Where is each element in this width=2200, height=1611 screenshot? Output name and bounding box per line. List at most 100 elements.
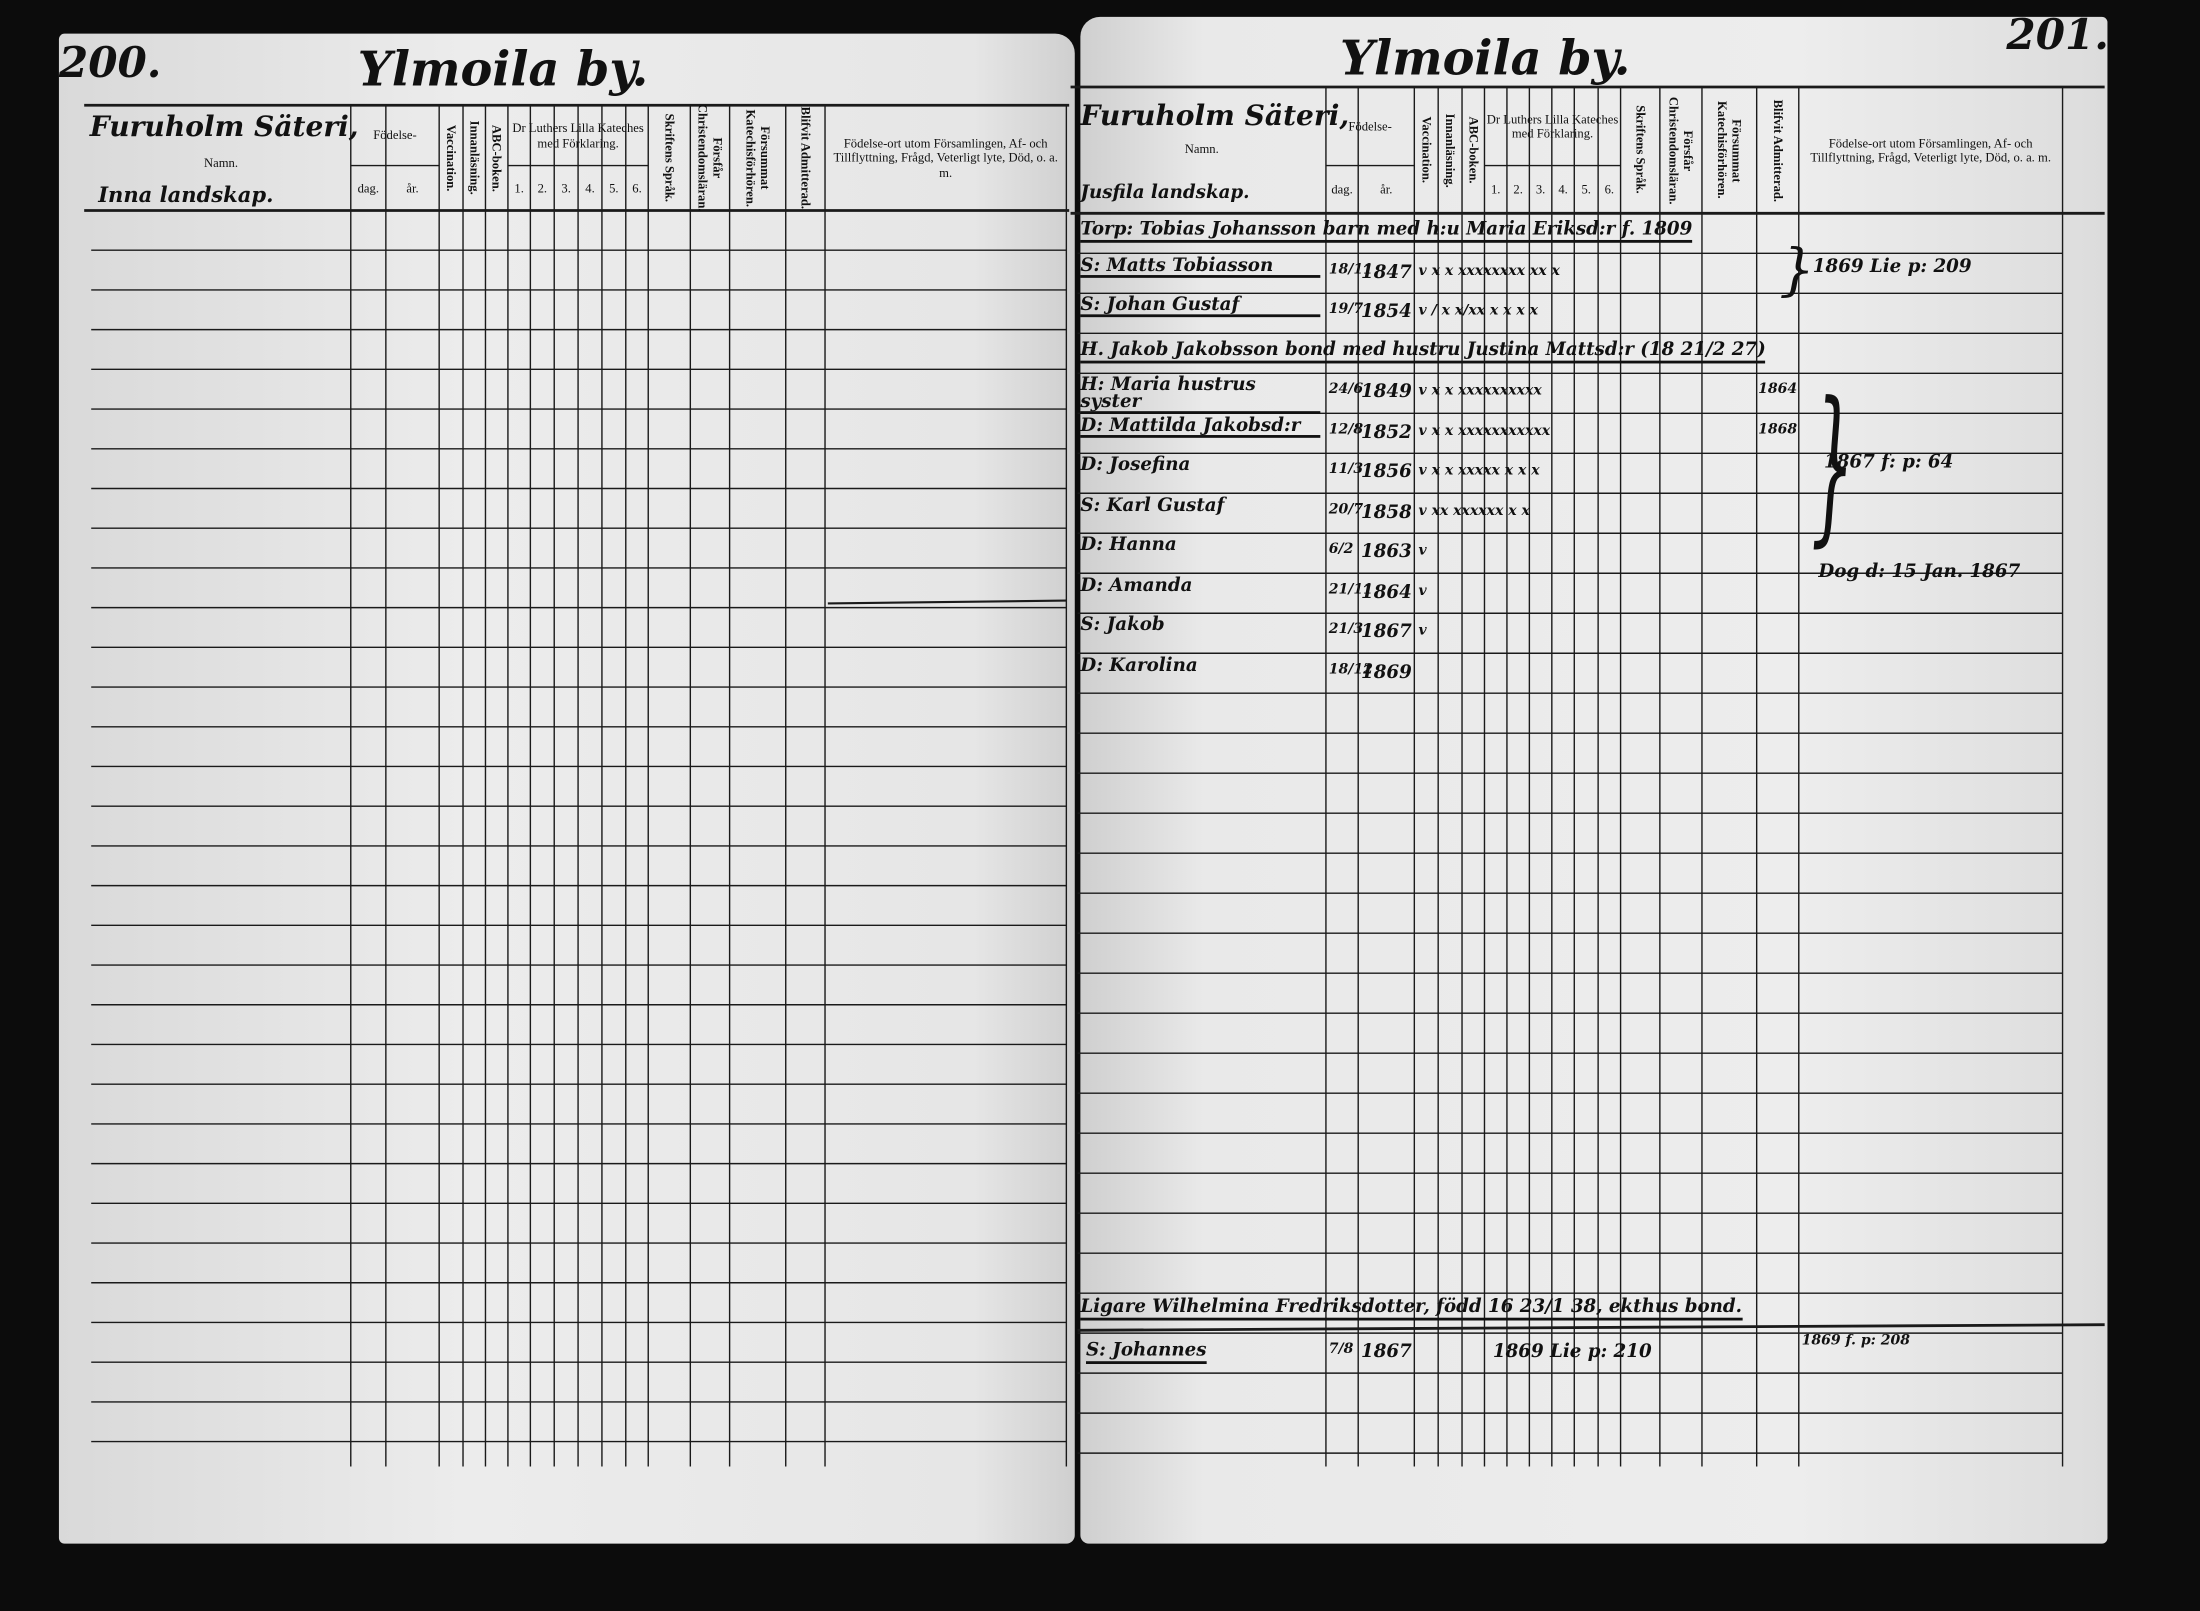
birth-day: 7/8 xyxy=(1328,1341,1354,1357)
birth-year: 1869 xyxy=(1361,661,1412,683)
header-catechism-part: 3. xyxy=(1535,182,1546,197)
household-heading: Ligare Wilhelmina Fredriksdotter, född 1… xyxy=(1080,1297,1743,1321)
header-day: dag. xyxy=(357,180,380,195)
header-vaccination: Vaccination. xyxy=(1419,116,1434,184)
birth-day: 21/3 xyxy=(1328,621,1364,638)
person-name: S: Jakob xyxy=(1080,614,1165,636)
birth-year: 1854 xyxy=(1361,301,1412,323)
left-page-number: 200. xyxy=(58,39,162,89)
header-catechism-part: 2. xyxy=(537,180,548,195)
header-catechism: Dr Luthers Lilla Kateches med Förklaring… xyxy=(512,120,644,150)
header-notes: Födelse-ort utom Församlingen, Af- och T… xyxy=(833,136,1058,180)
note-death: Dog d: 15 Jan. 1867 xyxy=(1818,561,2021,583)
header-birth: Födelse- xyxy=(373,128,417,143)
header-reading: Innanläsning. xyxy=(467,120,482,195)
person-name: S: Johannes xyxy=(1085,1340,1207,1365)
person-name: H: Maria hustrus syster xyxy=(1080,376,1321,414)
birth-year: 1864 xyxy=(1361,581,1412,603)
examination-marks: v xyxy=(1418,583,1427,599)
right-estate-name: Furuholm Säteri, xyxy=(1080,98,1350,132)
header-catechism-part: 1. xyxy=(514,180,524,195)
header-notes: Födelse-ort utom Församlingen, Af- och T… xyxy=(1810,135,2051,165)
birth-day: 11/3 xyxy=(1328,461,1364,478)
header-catechism-part: 5. xyxy=(1581,182,1591,197)
examination-marks: v x x xxxxxxxx xx x xyxy=(1418,263,1560,279)
birth-day: 6/2 xyxy=(1328,541,1354,558)
right-page xyxy=(1080,16,2108,1544)
brace-mark: } xyxy=(1779,238,1815,304)
birth-day: 18/12 xyxy=(1328,661,1373,678)
note-moved: 1869 Lie p: 209 xyxy=(1812,256,1972,278)
header-catechism-part: 3. xyxy=(561,180,571,195)
person-name: S: Karl Gustaf xyxy=(1080,494,1225,516)
note-moved: 1869 Lie p: 210 xyxy=(1492,1341,1652,1363)
header-scripture: Skriftens Språk. xyxy=(1633,105,1648,195)
right-village-title: Ylmoila by. xyxy=(1339,30,1631,88)
header-catechism: Dr Luthers Lilla Kateches med Förklaring… xyxy=(1486,111,1619,141)
birth-day: 24/6 xyxy=(1328,381,1364,398)
person-name: D: Josefina xyxy=(1080,454,1191,476)
right-section-name: Jusfila landskap. xyxy=(1080,182,1250,204)
examination-marks: v x x xxxxxxxxxxx xyxy=(1418,423,1551,439)
header-reading: Innanläsning. xyxy=(1443,113,1458,188)
admitted-year: 1864 xyxy=(1758,381,1798,398)
header-missed: Försummat Katechisförhören. xyxy=(743,109,773,207)
examination-marks: v x x xxxxxxxxxx xyxy=(1418,383,1542,399)
header-catechism-part: 5. xyxy=(609,180,619,195)
birth-day: 19/7 xyxy=(1328,301,1364,318)
right-page-number: 201. xyxy=(2006,11,2109,61)
header-name: Namn. xyxy=(1184,141,1219,156)
examination-marks: v / x x/xx x x x x xyxy=(1418,303,1539,319)
left-section-name: Inna landskap. xyxy=(98,182,274,208)
left-page xyxy=(58,33,1075,1544)
note-moved: 1869 f. p: 208 xyxy=(1801,1333,1910,1349)
person-name: D: Hanna xyxy=(1080,534,1177,556)
header-doctrine: Försfår Christendomsläran. xyxy=(1666,96,1696,205)
person-name: D: Amanda xyxy=(1080,574,1193,596)
left-village-title: Ylmoila by. xyxy=(357,42,649,99)
examination-marks: v xx xxxxxx x x xyxy=(1418,503,1530,519)
brace-mark: } xyxy=(1811,367,1855,563)
birth-year: 1858 xyxy=(1361,501,1412,523)
header-doctrine: Försfår Christendomsläran. xyxy=(695,105,725,211)
note-moved: 1867 f: p: 64 xyxy=(1824,451,1954,473)
header-abc: ABC-boken. xyxy=(1466,116,1481,184)
header-catechism-part: 6. xyxy=(632,180,642,195)
header-catechism-part: 4. xyxy=(1558,182,1568,197)
birth-year: 1852 xyxy=(1361,421,1412,443)
header-admitted: Blifvit Admitterad. xyxy=(798,106,813,210)
examination-marks: v xyxy=(1418,543,1427,559)
person-name: D: Mattilda Jakobsd:r xyxy=(1080,416,1321,438)
header-name: Namn. xyxy=(203,155,239,170)
person-name: S: Johan Gustaf xyxy=(1080,296,1321,318)
examination-marks: v x x xxxxx x x x xyxy=(1418,463,1540,479)
household-heading: H. Jakob Jakobsson bond med hustru Justi… xyxy=(1080,339,1766,363)
birth-year: 1847 xyxy=(1361,261,1412,283)
header-catechism-part: 1. xyxy=(1490,182,1501,197)
admitted-year: 1868 xyxy=(1758,421,1798,438)
household-heading: Torp: Tobias Johansson barn med h:u Mari… xyxy=(1080,219,1693,243)
birth-day: 12/8 xyxy=(1328,421,1364,438)
header-day: dag. xyxy=(1331,182,1353,197)
examination-marks: v xyxy=(1418,623,1427,639)
person-name: D: Karolina xyxy=(1080,654,1198,676)
birth-year: 1856 xyxy=(1361,461,1412,483)
header-missed: Försummat Katechisförhören. xyxy=(1715,101,1744,199)
header-catechism-part: 6. xyxy=(1604,182,1615,197)
header-year: år. xyxy=(406,180,419,195)
birth-year: 1863 xyxy=(1361,541,1412,563)
birth-year: 1867 xyxy=(1361,621,1412,643)
left-estate-name: Furuholm Säteri, xyxy=(89,109,359,144)
header-birth: Födelse- xyxy=(1348,119,1392,134)
header-year: år. xyxy=(1380,182,1393,197)
header-vaccination: Vaccination. xyxy=(444,124,459,192)
birth-day: 18/11 xyxy=(1328,261,1373,278)
birth-year: 1867 xyxy=(1361,1341,1412,1363)
header-admitted: Blifvit Admitterad. xyxy=(1770,98,1785,202)
birth-day: 21/11 xyxy=(1328,581,1373,598)
header-catechism-part: 4. xyxy=(585,180,595,195)
person-name: S: Matts Tobiasson xyxy=(1080,256,1321,278)
birth-year: 1849 xyxy=(1361,381,1412,403)
header-catechism-part: 2. xyxy=(1513,182,1523,197)
